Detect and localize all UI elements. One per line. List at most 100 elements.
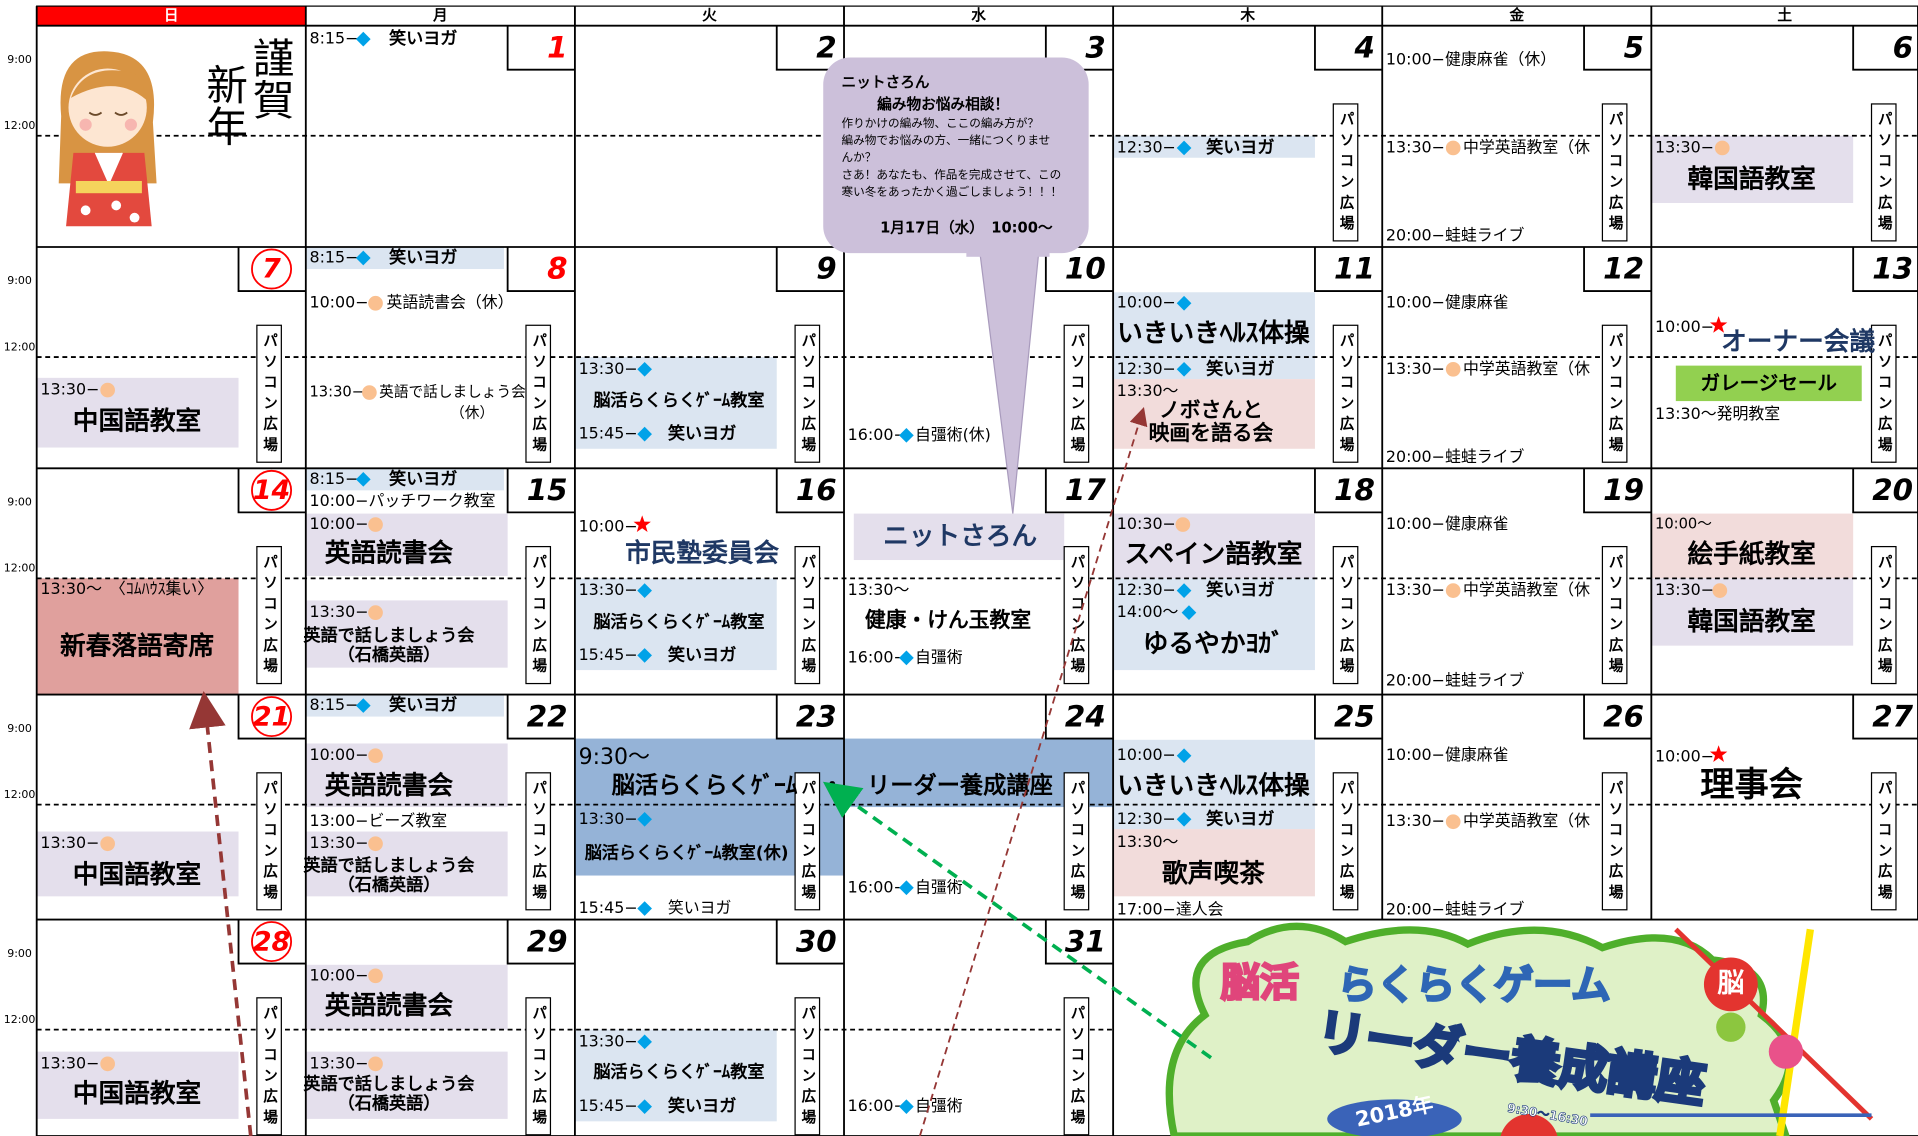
date-number: 7 bbox=[262, 254, 281, 285]
pc-label: パソコン広場 bbox=[530, 780, 547, 905]
event-text: （石橋英語） bbox=[338, 1093, 441, 1114]
pc-box bbox=[525, 545, 552, 685]
date-number: 11 bbox=[1334, 252, 1375, 286]
date-number: 18 bbox=[1334, 473, 1375, 507]
date-box bbox=[775, 919, 845, 965]
pc-box bbox=[1601, 103, 1628, 242]
event-text: 15:45− bbox=[579, 424, 638, 443]
pc-box bbox=[1601, 545, 1628, 685]
pc-box bbox=[1332, 324, 1359, 463]
event-band bbox=[1113, 578, 1315, 671]
pc-label: パソコン広場 bbox=[261, 780, 278, 905]
cheek bbox=[124, 118, 137, 131]
diamond-icon bbox=[1176, 295, 1192, 311]
date-number: 12 bbox=[1603, 252, 1644, 286]
diamond-icon bbox=[355, 31, 371, 47]
date-circle bbox=[251, 696, 293, 738]
event-text: 13:30〜 bbox=[1117, 381, 1179, 400]
diamond-icon bbox=[1176, 583, 1192, 598]
pc-label: パソコン広場 bbox=[261, 1005, 278, 1130]
diamond-icon bbox=[355, 698, 371, 713]
event-text: 8:15− bbox=[309, 29, 358, 48]
circle-icon bbox=[368, 836, 383, 852]
event-text: ゆるやかﾖｶﾞ bbox=[1143, 628, 1284, 659]
diamond-icon bbox=[355, 250, 371, 266]
bubble-line: 編み物でお悩みの方、一緒につくりませ bbox=[842, 133, 1051, 147]
event-text: 15:45− bbox=[579, 898, 638, 917]
event-text: 15:45− bbox=[579, 1096, 638, 1115]
event-text: 脳活らくらくｹﾞｰﾑ教室 bbox=[593, 390, 764, 411]
date-number: 26 bbox=[1603, 699, 1644, 733]
event-text: 13:30− bbox=[40, 380, 99, 399]
event-text: 10:00−健康麻雀 bbox=[1386, 293, 1509, 312]
date-box bbox=[506, 468, 575, 514]
event-text: 13:30− bbox=[309, 1053, 368, 1072]
pc-label: パソコン広場 bbox=[1876, 333, 1893, 458]
pc-label: パソコン広場 bbox=[1876, 111, 1893, 236]
event-band bbox=[1651, 578, 1854, 646]
date-box bbox=[1044, 247, 1114, 292]
event-text: 笑いヨガ bbox=[389, 247, 457, 268]
weekday-label: 水 bbox=[971, 6, 986, 24]
pc-box bbox=[256, 997, 282, 1136]
event-text: 自彊術 bbox=[915, 1096, 963, 1115]
arrows bbox=[189, 406, 1213, 1136]
pc-box bbox=[1601, 324, 1628, 463]
diamond-icon bbox=[899, 427, 914, 443]
event-text: 20:00−蛙蛙ライブ bbox=[1386, 899, 1525, 918]
event-text: 14:00〜 bbox=[1117, 602, 1179, 621]
time-label: 12:00 bbox=[4, 119, 36, 132]
event-text: 笑いヨガ bbox=[1206, 137, 1274, 158]
date-box bbox=[1852, 247, 1918, 292]
date-box bbox=[506, 919, 575, 965]
pc-label: パソコン広場 bbox=[261, 554, 278, 679]
event-band bbox=[1675, 365, 1862, 402]
event-band bbox=[36, 1051, 239, 1119]
event-band bbox=[1113, 807, 1315, 830]
date-number: 1 bbox=[547, 30, 567, 64]
date-number: 3 bbox=[1085, 30, 1105, 64]
circle-icon bbox=[1445, 583, 1461, 598]
circle-icon bbox=[368, 968, 383, 984]
date-number: 4 bbox=[1353, 30, 1374, 64]
date-box bbox=[237, 694, 306, 740]
event-text: 13:30− bbox=[579, 359, 638, 378]
event-band bbox=[305, 964, 508, 1030]
bubble-line: 作りかけの編み物、ここの編み方が？ bbox=[842, 116, 1039, 130]
event-text: 10:00〜 bbox=[1655, 516, 1712, 533]
event-text: 10:30− bbox=[1117, 514, 1176, 533]
event-text: 16:00− bbox=[848, 1096, 907, 1115]
event-band bbox=[305, 1051, 508, 1119]
weekday-label: 月 bbox=[432, 7, 448, 24]
event-text: 20:00−蛙蛙ライブ bbox=[1386, 447, 1525, 466]
event-text: 16:00− bbox=[848, 425, 907, 444]
time-label: 12:00 bbox=[4, 788, 36, 801]
event-text: 健康・けん玉教室 bbox=[865, 608, 1031, 632]
pc-box bbox=[256, 545, 282, 685]
date-box bbox=[237, 919, 306, 965]
event-text: 英語で話しましょう会 bbox=[303, 855, 475, 876]
circle-icon bbox=[1445, 140, 1461, 156]
date-box bbox=[1314, 25, 1383, 71]
date-box bbox=[1583, 247, 1652, 292]
date-box bbox=[506, 25, 575, 71]
event-text: 13:30− bbox=[40, 1053, 99, 1072]
date-box bbox=[1314, 468, 1383, 514]
event-text: いきいきﾍﾙｽ体操 bbox=[1117, 318, 1310, 348]
event-text: 13:30〜 bbox=[1117, 832, 1179, 851]
event-text: 市民塾委員会 bbox=[625, 537, 779, 568]
diamond-icon bbox=[1176, 140, 1192, 156]
circle-icon bbox=[368, 517, 383, 532]
pc-box bbox=[1870, 103, 1897, 242]
event-text: 13:30− bbox=[579, 1031, 638, 1050]
date-box bbox=[1583, 468, 1652, 514]
date-number: 20 bbox=[1872, 473, 1913, 507]
event-text: （石橋英語） bbox=[338, 644, 441, 665]
pc-label: パソコン広場 bbox=[530, 333, 547, 458]
event-text: 笑いヨガ bbox=[389, 468, 457, 489]
circle-icon bbox=[1714, 140, 1730, 156]
pc-label: パソコン広場 bbox=[1607, 780, 1624, 905]
diamond-icon bbox=[899, 1099, 914, 1114]
